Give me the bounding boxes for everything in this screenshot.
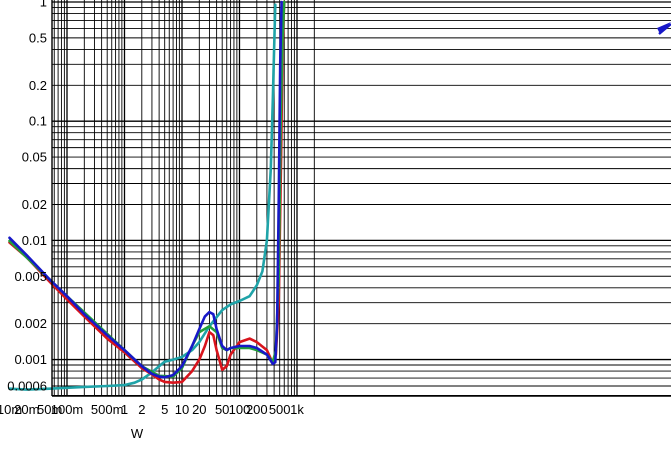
x-tick-label: 1	[121, 402, 128, 417]
x-tick-label: 2	[138, 402, 145, 417]
x-tick-label: 20m	[14, 402, 39, 417]
y-tick-label: 0.05	[22, 150, 47, 165]
x-tick-label: 100	[229, 402, 251, 417]
x-tick-label: 1k	[290, 402, 304, 417]
y-tick-label: 0.1	[29, 114, 47, 129]
y-tick-label: 0.0006	[7, 379, 47, 394]
y-tick-label: 0.02	[22, 197, 47, 212]
y-tick-label: 0.2	[29, 78, 47, 93]
x-tick-label: 500m	[91, 402, 124, 417]
x-tick-label: 100m	[51, 402, 84, 417]
y-tick-label: 0.005	[14, 269, 47, 284]
arrow-marker-stem	[658, 23, 671, 35]
series-end-markers	[657, 22, 671, 35]
grid-layer	[52, 0, 671, 396]
x-axis-label: W	[131, 426, 144, 441]
x-tick-label: 50m	[37, 402, 62, 417]
x-tick-label: 10	[175, 402, 189, 417]
series-line-1	[8, 3, 277, 391]
x-tick-label: 10m	[0, 402, 22, 417]
y-tick-label: 0.01	[22, 233, 47, 248]
x-tick-label: 5	[161, 402, 168, 417]
y-tick-label: 1	[40, 0, 47, 10]
series-line-4	[8, 0, 283, 379]
arrow-marker-icon	[657, 22, 671, 34]
x-tick-label: 200	[246, 402, 268, 417]
y-tick-label: 0.5	[29, 30, 47, 45]
series-layer	[8, 0, 286, 391]
y-tick-label: 0.001	[14, 352, 47, 367]
plot-frame	[51, 0, 671, 397]
series-line-2	[8, 0, 286, 385]
y-tick-label: 0.002	[14, 316, 47, 331]
x-tick-label: 20	[192, 402, 206, 417]
x-tick-label: 500	[269, 402, 291, 417]
series-line-3	[8, 0, 286, 378]
x-tick-label: 50	[215, 402, 229, 417]
